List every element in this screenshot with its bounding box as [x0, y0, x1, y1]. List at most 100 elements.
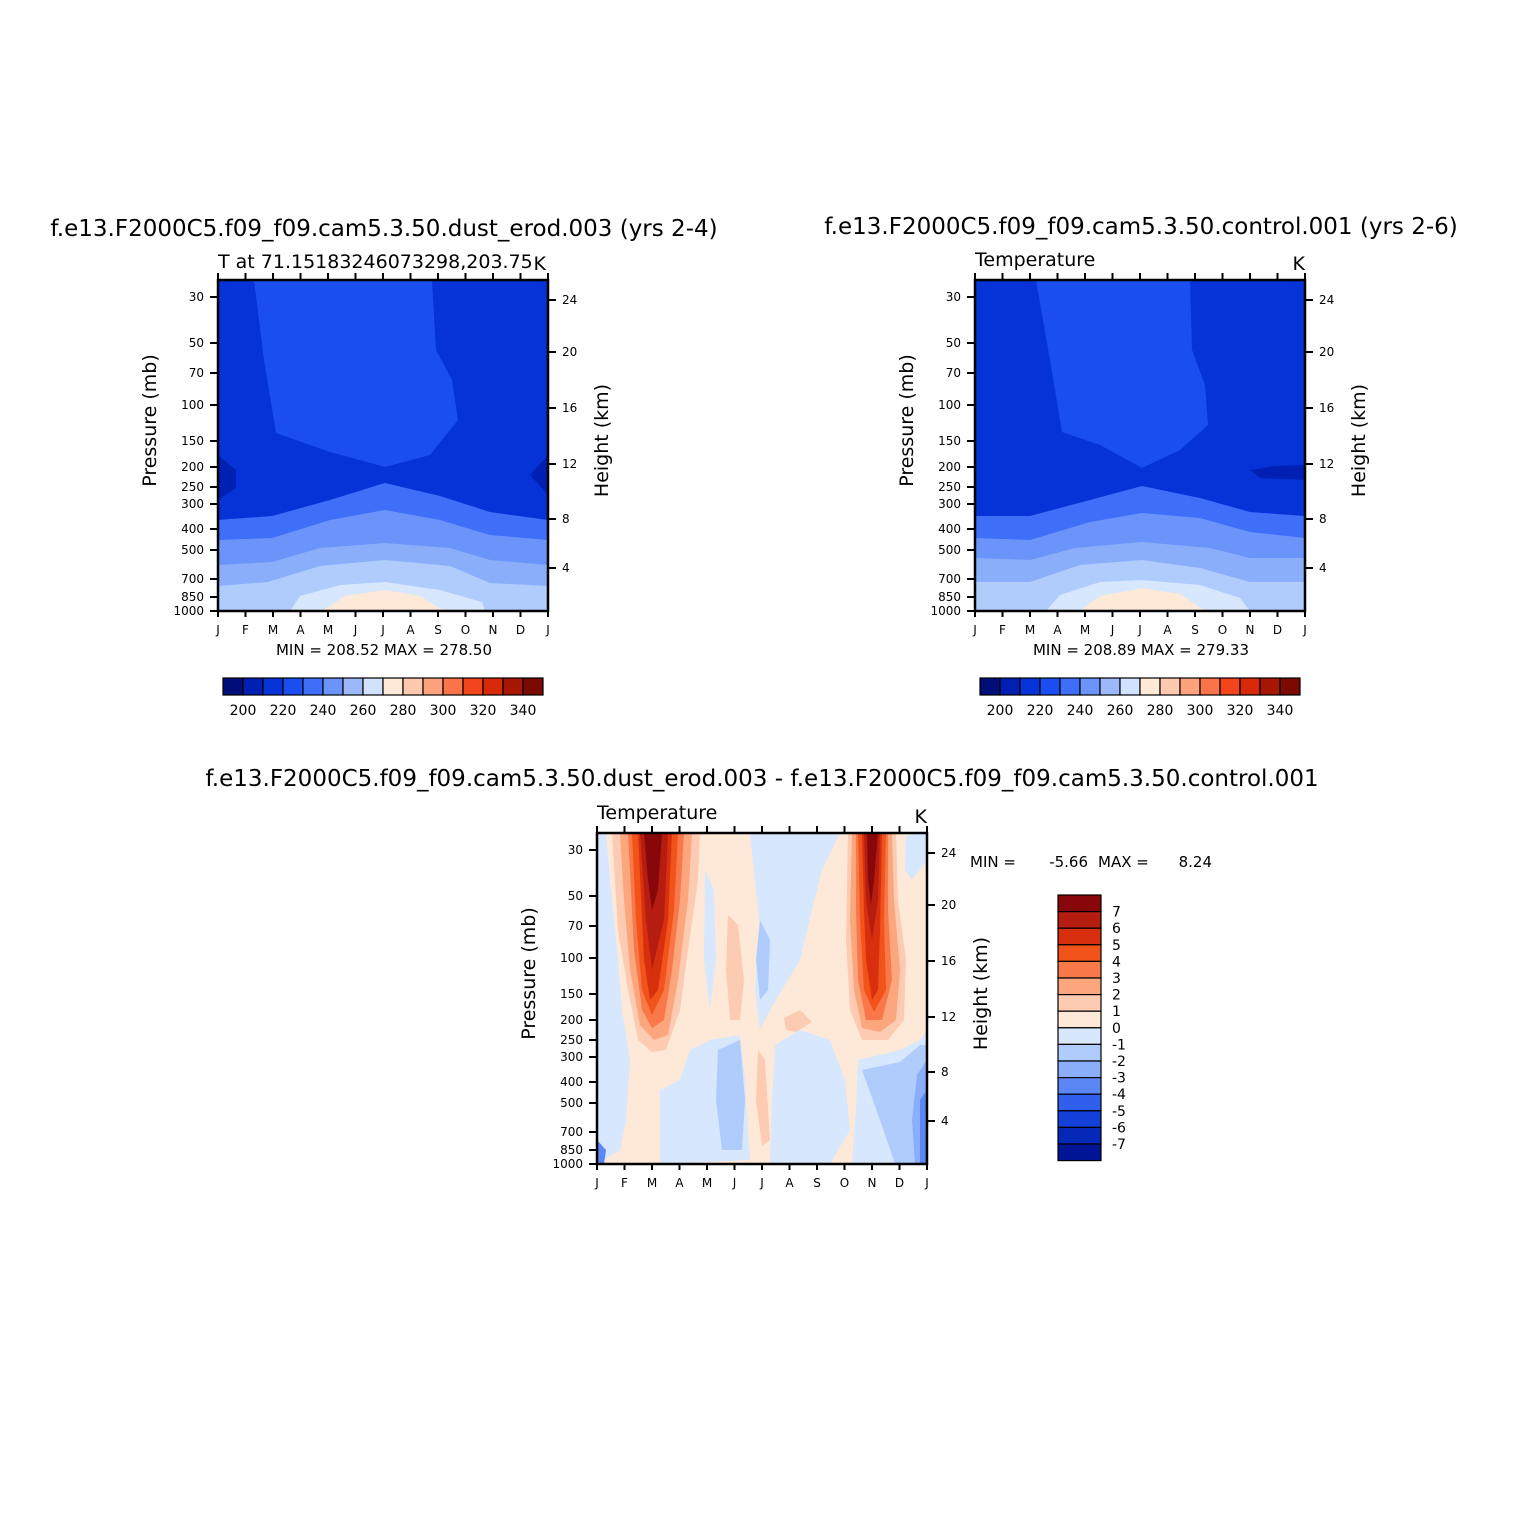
y-tick-label: 250 [560, 1033, 583, 1047]
contour-band [920, 1090, 927, 1164]
contour-band [1250, 465, 1305, 480]
axes: J F M A M J J A S O N D J 30 50 70 100 150 200 250 300 400 500… [139, 273, 613, 637]
x-tick-label: A [1053, 623, 1062, 637]
y2-tick-label: 20 [1319, 345, 1334, 359]
y2-tick-label: 24 [562, 293, 577, 307]
x-tick-label: S [434, 623, 442, 637]
panel-control: f.e13.F2000C5.f09_f09.cam5.3.50.control.… [824, 214, 1458, 719]
y2-tick-label: 8 [941, 1065, 949, 1079]
y2-tick-label: 20 [941, 898, 956, 912]
y-tick-label: 200 [560, 1013, 583, 1027]
x-tick-label: S [1191, 623, 1199, 637]
colorbar-label: 240 [1067, 703, 1094, 719]
contour-band [756, 920, 770, 1000]
panel-subtitle: T at 71.15183246073298,203.75 [217, 251, 533, 273]
colorbar-label: 280 [390, 703, 417, 719]
colorbar-label: 320 [470, 703, 497, 719]
y-tick-label: 150 [181, 434, 204, 448]
colorbar-label: 320 [1227, 703, 1254, 719]
max-label: MAX = [1098, 853, 1149, 871]
colorbar-label: 4 [1112, 954, 1121, 970]
x-tick-label: J [972, 623, 977, 637]
contour-plot [216, 278, 550, 613]
colorbar-swatch [302, 677, 324, 696]
x-tick-label: J [1110, 623, 1115, 637]
y-tick-label: 50 [189, 336, 204, 350]
y2-axis-label: Height (km) [970, 937, 992, 1050]
x-tick-label: N [868, 1176, 877, 1190]
y-tick-label: 200 [938, 460, 961, 474]
x-tick-label: M [1080, 623, 1090, 637]
colorbar-swatch [1039, 677, 1061, 696]
colorbar-label: 1 [1112, 1004, 1121, 1020]
colorbar-swatch [1059, 677, 1081, 696]
colorbar-swatch [522, 677, 544, 696]
contour-band [770, 1030, 850, 1164]
y2-tick-label: 16 [562, 401, 577, 415]
y-tick-label: 70 [189, 366, 204, 380]
x-tick-label: S [813, 1176, 821, 1190]
x-tick-label: J [353, 623, 358, 637]
contour-band [726, 915, 744, 1020]
contour-band [597, 833, 630, 1164]
contour-band [862, 1045, 927, 1164]
colorbar-swatch [1057, 894, 1102, 913]
panel-title: f.e13.F2000C5.f09_f09.cam5.3.50.dust_ero… [50, 216, 717, 242]
y-tick-label: 850 [560, 1143, 583, 1157]
x-tick-label: M [702, 1176, 712, 1190]
colorbar-swatch [999, 677, 1021, 696]
colorbar-swatch [1159, 677, 1181, 696]
colorbar-swatch [1199, 677, 1221, 696]
colorbar-swatch [1057, 1093, 1102, 1112]
colorbar-label: 300 [430, 703, 457, 719]
y2-tick-label: 12 [941, 1010, 956, 1024]
colorbar-label: -2 [1112, 1054, 1126, 1070]
y2-tick-label: 24 [941, 846, 956, 860]
panel-subtitle: Temperature [974, 249, 1095, 271]
colorbar-swatch [342, 677, 364, 696]
y-tick-label: 300 [181, 497, 204, 511]
y-tick-label: 150 [560, 987, 583, 1001]
x-tick-label: J [1137, 623, 1142, 637]
colorbar: 200 220 240 260 280 300 320 340 [222, 677, 544, 719]
x-tick-label: D [895, 1176, 904, 1190]
min-label: MIN = [970, 853, 1016, 871]
y-tick-label: 400 [938, 522, 961, 536]
x-tick-label: J [545, 623, 550, 637]
x-tick-label: D [516, 623, 525, 637]
x-tick-label: M [1025, 623, 1035, 637]
colorbar-swatch [1057, 960, 1102, 979]
y-tick-label: 50 [946, 336, 961, 350]
x-tick-label: J [594, 1176, 599, 1190]
colorbar-swatch [1219, 677, 1241, 696]
max-value: 8.24 [1179, 853, 1212, 871]
colorbar-swatch [262, 677, 284, 696]
colorbar-swatch [1057, 1010, 1102, 1029]
x-tick-label: F [242, 623, 249, 637]
colorbar-swatch [502, 677, 524, 696]
colorbar-swatch [1057, 927, 1102, 946]
panel-title: f.e13.F2000C5.f09_f09.cam5.3.50.control.… [824, 214, 1458, 240]
y-tick-label: 50 [568, 889, 583, 903]
contour-plot [973, 278, 1307, 613]
min-max-stats: MIN = 208.52 MAX = 278.50 [276, 641, 492, 659]
x-tick-label: O [840, 1176, 849, 1190]
panel-difference: f.e13.F2000C5.f09_f09.cam5.3.50.dust_ero… [205, 766, 1318, 1190]
y-tick-label: 100 [938, 398, 961, 412]
colorbar-swatch [362, 677, 384, 696]
y-tick-label: 700 [181, 572, 204, 586]
axes: J F M A M J J A S O N D J 30 50 70 100 150 200 250 300 400 500… [896, 273, 1370, 637]
y-tick-label: 300 [560, 1050, 583, 1064]
contour-band [1036, 280, 1208, 468]
colorbar-swatch [1057, 944, 1102, 962]
colorbar-swatch [1139, 677, 1161, 696]
y-tick-label: 200 [181, 460, 204, 474]
colorbar-label: 340 [1267, 703, 1294, 719]
colorbar-label: -4 [1112, 1087, 1126, 1103]
contour-band [254, 280, 458, 467]
colorbar-label: 300 [1187, 703, 1214, 719]
y-tick-label: 30 [946, 290, 961, 304]
y2-tick-label: 16 [1319, 401, 1334, 415]
colorbar-swatch [382, 677, 404, 696]
colorbar-swatch [482, 677, 504, 696]
